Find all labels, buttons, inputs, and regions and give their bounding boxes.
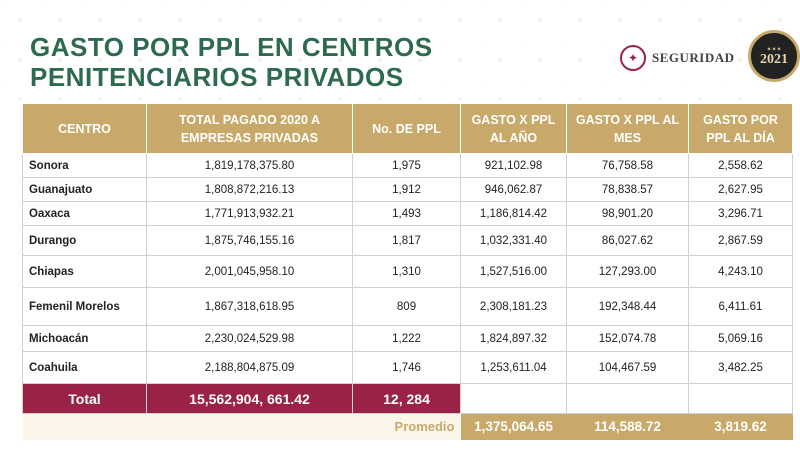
cell-mes: 98,901.20 — [566, 201, 689, 226]
empty-cell — [688, 383, 793, 414]
total-ppl: 12, 284 — [352, 383, 461, 414]
seguridad-logo: ✦ SEGURIDAD — [620, 45, 735, 71]
cell-dia: 4,243.10 — [688, 255, 793, 288]
cell-centro: Coahuila — [22, 351, 147, 384]
cell-centro: Chiapas — [22, 255, 147, 288]
background-pattern — [0, 0, 800, 100]
cell-anio: 2,308,181.23 — [460, 287, 567, 326]
page-title: GASTO POR PPL EN CENTROS PENITENCIARIOS … — [30, 32, 550, 92]
table-row: Coahuila 2,188,804,875.09 1,746 1,253,61… — [22, 351, 793, 384]
header-total: TOTAL PAGADO 2020 A EMPRESAS PRIVADAS — [146, 103, 353, 154]
cell-dia: 3,296.71 — [688, 201, 793, 226]
logo-text: SEGURIDAD — [652, 50, 735, 65]
header-mes: GASTO X PPL AL MES — [566, 103, 689, 154]
cell-anio: 1,186,814.42 — [460, 201, 567, 226]
header-anio: GASTO X PPL AL AÑO — [460, 103, 567, 154]
shield-icon: ✦ — [620, 45, 646, 71]
cell-anio: 1,253,611.04 — [460, 351, 567, 384]
empty-cell — [566, 383, 689, 414]
cell-total: 1,771,913,932.21 — [146, 201, 353, 226]
table-row: Guanajuato 1,808,872,216.13 1,912 946,06… — [22, 177, 793, 202]
empty-cell — [460, 383, 567, 414]
table-row: Durango 1,875,746,155.16 1,817 1,032,331… — [22, 225, 793, 256]
cell-total: 2,230,024,529.98 — [146, 325, 353, 352]
promedio-anio: 1,375,064.65 — [460, 413, 567, 440]
cell-total: 1,808,872,216.13 — [146, 177, 353, 202]
total-amount: 15,562,904, 661.42 — [146, 383, 353, 414]
table-header-row: CENTRO TOTAL PAGADO 2020 A EMPRESAS PRIV… — [22, 103, 793, 154]
cell-centro: Michoacán — [22, 325, 147, 352]
title-line-2: PENITENCIARIOS PRIVADOS — [30, 62, 404, 92]
cell-dia: 5,069.16 — [688, 325, 793, 352]
cell-anio: 1,824,897.32 — [460, 325, 567, 352]
cell-total: 1,867,318,618.95 — [146, 287, 353, 326]
total-label: Total — [22, 383, 147, 414]
header-ppl: No. DE PPL — [352, 103, 461, 154]
cell-dia: 2,558.62 — [688, 153, 793, 178]
seal-ornament-icon: ✶✶✶ — [766, 46, 782, 53]
seal-year: 2021 — [760, 51, 788, 67]
cell-anio: 921,102.98 — [460, 153, 567, 178]
promedio-row: Promedio 1,375,064.65 114,588.72 3,819.6… — [22, 413, 793, 440]
table-row: Michoacán 2,230,024,529.98 1,222 1,824,8… — [22, 325, 793, 352]
cell-mes: 86,027.62 — [566, 225, 689, 256]
cell-ppl: 1,222 — [352, 325, 461, 352]
cell-mes: 78,838.57 — [566, 177, 689, 202]
header-dia: GASTO POR PPL AL DÍA — [688, 103, 793, 154]
cell-mes: 76,758.58 — [566, 153, 689, 178]
cell-anio: 1,527,516.00 — [460, 255, 567, 288]
cell-total: 1,819,178,375.80 — [146, 153, 353, 178]
cell-anio: 946,062.87 — [460, 177, 567, 202]
cell-mes: 152,074.78 — [566, 325, 689, 352]
cell-mes: 104,467.59 — [566, 351, 689, 384]
table-row: Sonora 1,819,178,375.80 1,975 921,102.98… — [22, 153, 793, 178]
cell-centro: Durango — [22, 225, 147, 256]
expense-table: CENTRO TOTAL PAGADO 2020 A EMPRESAS PRIV… — [22, 103, 793, 440]
cell-centro: Guanajuato — [22, 177, 147, 202]
cell-centro: Oaxaca — [22, 201, 147, 226]
cell-ppl: 1,310 — [352, 255, 461, 288]
promedio-dia: 3,819.62 — [688, 413, 793, 440]
cell-total: 2,001,045,958.10 — [146, 255, 353, 288]
cell-ppl: 1,975 — [352, 153, 461, 178]
cell-centro: Sonora — [22, 153, 147, 178]
cell-mes: 127,293.00 — [566, 255, 689, 288]
header-centro: CENTRO — [22, 103, 147, 154]
cell-centro: Femenil Morelos — [22, 287, 147, 326]
cell-ppl: 1,746 — [352, 351, 461, 384]
cell-ppl: 1,817 — [352, 225, 461, 256]
total-row: Total 15,562,904, 661.42 12, 284 — [22, 383, 793, 414]
cell-dia: 2,627.95 — [688, 177, 793, 202]
cell-ppl: 809 — [352, 287, 461, 326]
cell-total: 2,188,804,875.09 — [146, 351, 353, 384]
cell-dia: 3,482.25 — [688, 351, 793, 384]
cell-mes: 192,348.44 — [566, 287, 689, 326]
table-row: Chiapas 2,001,045,958.10 1,310 1,527,516… — [22, 255, 793, 288]
title-line-1: GASTO POR PPL EN CENTROS — [30, 32, 433, 62]
cell-ppl: 1,493 — [352, 201, 461, 226]
cell-dia: 2,867.59 — [688, 225, 793, 256]
cell-anio: 1,032,331.40 — [460, 225, 567, 256]
promedio-mes: 114,588.72 — [566, 413, 689, 440]
cell-dia: 6,411.61 — [688, 287, 793, 326]
cell-ppl: 1,912 — [352, 177, 461, 202]
promedio-label: Promedio — [22, 413, 461, 440]
anniversary-seal: ✶✶✶ 2021 — [748, 30, 800, 82]
table-row: Femenil Morelos 1,867,318,618.95 809 2,3… — [22, 287, 793, 326]
table-row: Oaxaca 1,771,913,932.21 1,493 1,186,814.… — [22, 201, 793, 226]
cell-total: 1,875,746,155.16 — [146, 225, 353, 256]
